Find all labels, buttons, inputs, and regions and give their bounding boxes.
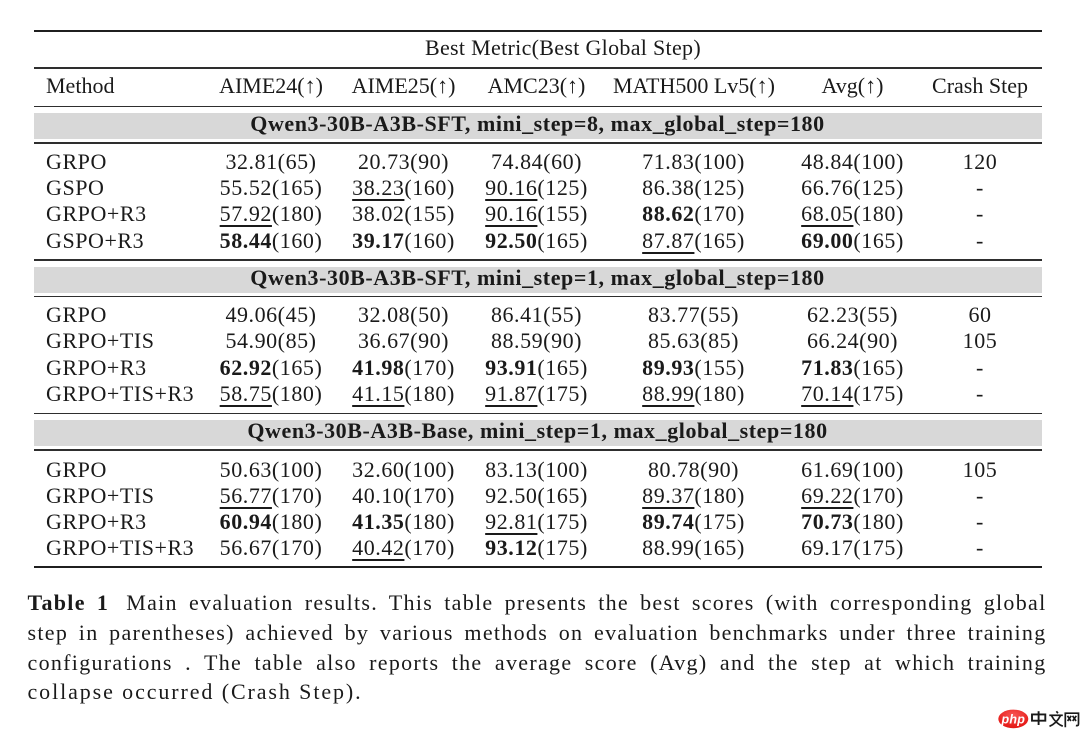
svg-text:php: php <box>1001 712 1026 726</box>
